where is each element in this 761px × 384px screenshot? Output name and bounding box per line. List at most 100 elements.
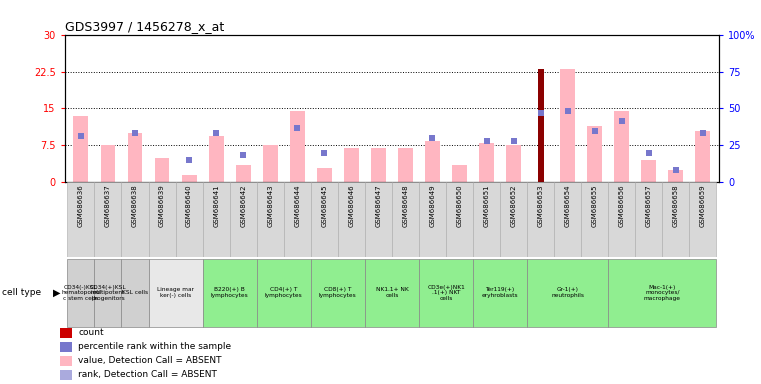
Bar <box>581 182 608 257</box>
Bar <box>338 182 365 257</box>
Bar <box>74 116 88 182</box>
Bar <box>560 69 575 182</box>
Text: GSM686659: GSM686659 <box>700 185 706 227</box>
Bar <box>154 158 170 182</box>
Point <box>480 137 492 144</box>
Bar <box>365 259 419 327</box>
Bar <box>94 182 122 257</box>
Bar <box>419 259 473 327</box>
Text: value, Detection Call = ABSENT: value, Detection Call = ABSENT <box>78 356 221 366</box>
Bar <box>587 126 602 182</box>
Text: GSM686637: GSM686637 <box>105 185 111 227</box>
Text: GSM686658: GSM686658 <box>673 185 679 227</box>
Bar <box>371 148 386 182</box>
Point <box>670 167 682 173</box>
Bar <box>479 143 494 182</box>
Text: GSM686647: GSM686647 <box>375 185 381 227</box>
Text: rank, Detection Call = ABSENT: rank, Detection Call = ABSENT <box>78 371 217 379</box>
Bar <box>614 111 629 182</box>
Bar <box>608 259 716 327</box>
Text: GSM686651: GSM686651 <box>483 185 489 227</box>
Point <box>562 108 574 114</box>
Bar <box>506 146 521 182</box>
Bar <box>256 259 310 327</box>
Bar <box>446 182 473 257</box>
Bar <box>59 356 72 366</box>
Text: Gr-1(+)
neutrophils: Gr-1(+) neutrophils <box>551 287 584 298</box>
Bar <box>689 182 716 257</box>
Bar <box>527 182 554 257</box>
Bar <box>290 111 304 182</box>
Bar <box>284 182 310 257</box>
Bar <box>202 182 230 257</box>
Point <box>291 125 304 131</box>
Point <box>534 110 546 116</box>
Text: GSM686643: GSM686643 <box>267 185 273 227</box>
Bar <box>148 259 202 327</box>
Bar <box>68 259 94 327</box>
Text: GSM686638: GSM686638 <box>132 185 138 227</box>
Bar <box>256 182 284 257</box>
Bar <box>696 131 710 182</box>
Bar <box>419 182 446 257</box>
Text: Ter119(+)
eryhroblasts: Ter119(+) eryhroblasts <box>482 287 518 298</box>
Text: CD34(-)KSL
hematopoieti
c stem cells: CD34(-)KSL hematopoieti c stem cells <box>62 285 100 301</box>
Text: Mac-1(+)
monocytes/
macrophage: Mac-1(+) monocytes/ macrophage <box>644 285 681 301</box>
Bar <box>473 182 500 257</box>
Bar <box>148 182 176 257</box>
Text: GSM686645: GSM686645 <box>321 185 327 227</box>
Bar <box>122 182 148 257</box>
Bar <box>59 328 72 338</box>
Text: cell type: cell type <box>2 288 40 297</box>
Point <box>318 150 330 156</box>
Point <box>643 150 655 156</box>
Text: GSM686642: GSM686642 <box>240 185 246 227</box>
Bar <box>68 182 94 257</box>
Bar <box>608 182 635 257</box>
Text: B220(+) B
lymphocytes: B220(+) B lymphocytes <box>211 287 249 298</box>
Point <box>426 135 438 141</box>
Text: GSM686639: GSM686639 <box>159 185 165 227</box>
Bar <box>317 167 332 182</box>
Text: GSM686649: GSM686649 <box>429 185 435 227</box>
Bar <box>59 342 72 352</box>
Bar <box>230 182 256 257</box>
Text: GSM686656: GSM686656 <box>619 185 625 227</box>
Text: GSM686650: GSM686650 <box>457 185 463 227</box>
Bar <box>398 148 413 182</box>
Bar <box>263 146 278 182</box>
Text: NK1.1+ NK
cells: NK1.1+ NK cells <box>375 287 409 298</box>
Bar <box>554 182 581 257</box>
Text: GSM686644: GSM686644 <box>295 185 301 227</box>
Text: GSM686652: GSM686652 <box>511 185 517 227</box>
Point <box>75 132 87 139</box>
Bar <box>202 259 256 327</box>
Bar <box>668 170 683 182</box>
Bar <box>310 182 338 257</box>
Bar <box>527 259 608 327</box>
Text: GSM686648: GSM686648 <box>403 185 409 227</box>
Text: GSM686641: GSM686641 <box>213 185 219 227</box>
Bar <box>182 175 196 182</box>
Text: GSM686657: GSM686657 <box>646 185 652 227</box>
Point <box>129 130 141 136</box>
Bar <box>635 182 662 257</box>
Point <box>508 137 520 144</box>
Text: GDS3997 / 1456278_x_at: GDS3997 / 1456278_x_at <box>65 20 224 33</box>
Bar <box>94 259 122 327</box>
Point <box>210 130 222 136</box>
Point <box>616 118 628 124</box>
Text: CD8(+) T
lymphocytes: CD8(+) T lymphocytes <box>319 287 357 298</box>
Bar <box>365 182 392 257</box>
Bar <box>452 165 467 182</box>
Bar <box>473 259 527 327</box>
Text: Lineage mar
ker(-) cells: Lineage mar ker(-) cells <box>157 287 194 298</box>
Bar <box>425 141 440 182</box>
Point <box>237 152 250 158</box>
Text: ▶: ▶ <box>53 288 61 298</box>
Point <box>697 130 709 136</box>
Point <box>589 127 601 134</box>
Point <box>183 157 195 163</box>
Bar <box>236 165 250 182</box>
Text: CD34(+)KSL
multipotent
progenitors: CD34(+)KSL multipotent progenitors <box>90 285 126 301</box>
